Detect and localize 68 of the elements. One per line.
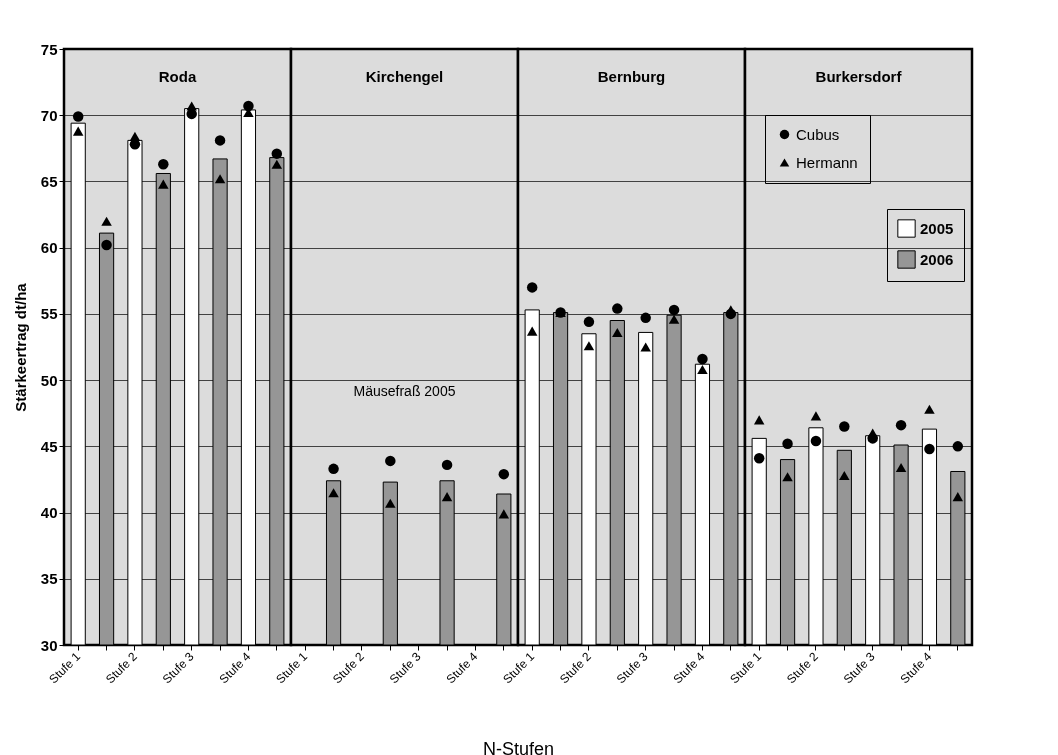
y-tick-label: 65 [40,172,58,190]
point [526,282,538,293]
point [952,441,964,452]
text: Roda [158,68,197,85]
point [753,415,765,425]
point [328,463,339,475]
point [952,492,964,502]
point [101,216,112,226]
point [810,435,822,447]
point [895,419,907,431]
point [101,239,112,251]
point [782,438,793,449]
point [129,131,141,141]
legend-label: 2005 [920,219,954,237]
point [640,342,651,352]
point [924,443,935,455]
point [640,312,651,324]
point [385,498,396,508]
y-axis-title: Stärkeertrag dt/ha [11,282,29,412]
point [810,411,822,421]
x-axis-title: N-Stufen [482,738,555,755]
annotation: Mäusefraß 2005 [353,382,456,399]
point [583,316,595,328]
point [924,404,935,414]
point [498,509,510,519]
point [526,326,538,336]
text: Burkersdorf [815,68,903,85]
legend-label: Hermann [796,153,858,171]
text: Bernburg [597,68,666,85]
point [839,421,850,432]
y-tick-label: 75 [40,40,58,58]
point [697,353,708,365]
point [271,148,283,159]
point [72,126,84,136]
point [697,364,708,375]
point [498,468,510,480]
point [895,462,907,473]
point [214,135,226,146]
y-tick-label: 30 [40,636,58,654]
point [867,428,878,438]
point [612,303,623,314]
point [668,304,680,316]
y-tick-label: 60 [40,239,58,257]
point [612,327,623,337]
point [839,470,850,481]
point [72,111,84,122]
y-tick-label: 50 [40,371,58,389]
y-tick-label: 70 [40,106,58,124]
point [441,492,453,502]
y-tick-label: 45 [40,437,58,455]
point [668,314,680,324]
point [158,158,169,170]
point [441,459,453,471]
legend-label: 2006 [920,250,954,268]
point [158,179,169,189]
y-tick-label: 55 [40,305,58,323]
point [271,159,283,169]
point [753,453,765,464]
point [328,488,339,498]
point [243,100,254,112]
y-tick-label: 35 [40,570,58,588]
text: Kirchengel [365,68,444,85]
point [583,341,595,351]
point [385,455,396,467]
y-tick-label: 40 [40,504,58,522]
legend-label: Cubus [796,125,840,143]
point [782,472,793,482]
point [214,174,226,184]
